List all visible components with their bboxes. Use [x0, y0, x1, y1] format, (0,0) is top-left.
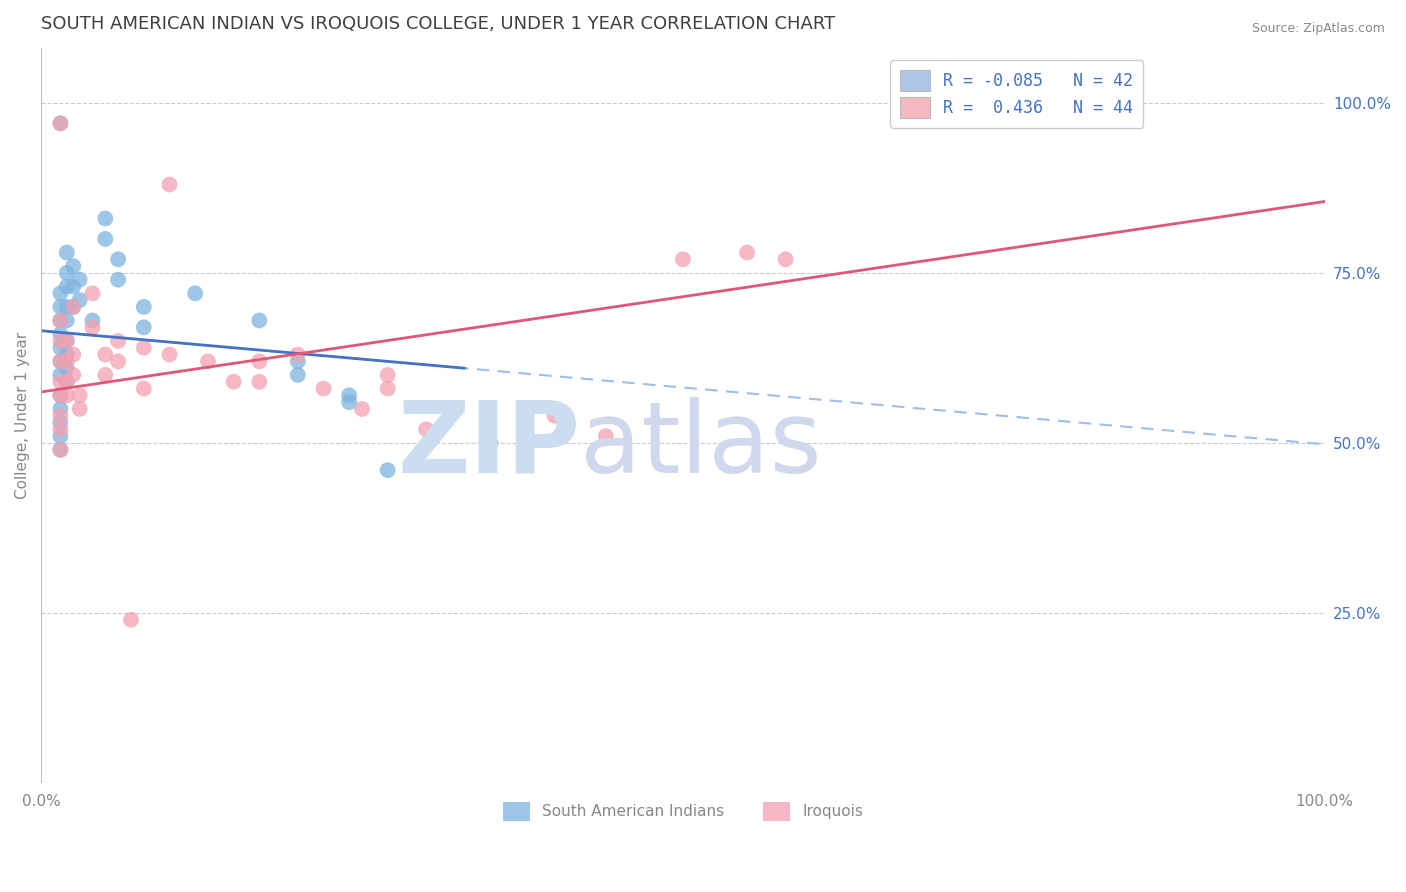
Point	[49, 388, 72, 402]
Point	[49, 334, 72, 348]
Point	[287, 354, 309, 368]
Point	[55, 375, 77, 389]
Point	[107, 354, 129, 368]
Point	[377, 368, 399, 382]
Point	[49, 409, 72, 423]
Point	[55, 334, 77, 348]
Point	[49, 116, 72, 130]
Point	[247, 313, 270, 327]
Y-axis label: College, Under 1 year: College, Under 1 year	[15, 332, 30, 500]
Point	[49, 354, 72, 368]
Point	[479, 436, 502, 450]
Point	[107, 252, 129, 267]
Point	[247, 354, 270, 368]
Point	[55, 300, 77, 314]
Point	[49, 375, 72, 389]
Point	[49, 442, 72, 457]
Point	[49, 442, 72, 457]
Point	[377, 382, 399, 396]
Point	[62, 368, 84, 382]
Point	[69, 293, 91, 307]
Text: atlas: atlas	[581, 397, 823, 493]
Point	[377, 463, 399, 477]
Point	[49, 401, 72, 416]
Point	[82, 320, 104, 334]
Point	[595, 429, 617, 443]
Point	[197, 354, 219, 368]
Point	[49, 422, 72, 436]
Point	[415, 422, 437, 436]
Point	[132, 320, 155, 334]
Point	[132, 300, 155, 314]
Point	[49, 341, 72, 355]
Point	[55, 279, 77, 293]
Point	[49, 368, 72, 382]
Point	[55, 375, 77, 389]
Text: SOUTH AMERICAN INDIAN VS IROQUOIS COLLEGE, UNDER 1 YEAR CORRELATION CHART: SOUTH AMERICAN INDIAN VS IROQUOIS COLLEG…	[41, 15, 835, 33]
Point	[49, 416, 72, 430]
Point	[159, 178, 181, 192]
Point	[49, 354, 72, 368]
Point	[55, 347, 77, 361]
Text: Source: ZipAtlas.com: Source: ZipAtlas.com	[1251, 22, 1385, 36]
Point	[62, 347, 84, 361]
Point	[312, 382, 335, 396]
Point	[94, 211, 117, 226]
Point	[62, 279, 84, 293]
Point	[94, 347, 117, 361]
Legend: South American Indians, Iroquois: South American Indians, Iroquois	[496, 796, 869, 827]
Point	[69, 388, 91, 402]
Point	[672, 252, 695, 267]
Point	[247, 375, 270, 389]
Point	[94, 368, 117, 382]
Point	[49, 327, 72, 342]
Point	[49, 388, 72, 402]
Point	[132, 341, 155, 355]
Text: ZIP: ZIP	[398, 397, 581, 493]
Point	[55, 354, 77, 368]
Point	[82, 286, 104, 301]
Point	[120, 613, 142, 627]
Point	[543, 409, 565, 423]
Point	[62, 300, 84, 314]
Point	[735, 245, 758, 260]
Point	[775, 252, 797, 267]
Point	[69, 401, 91, 416]
Point	[159, 347, 181, 361]
Point	[287, 368, 309, 382]
Point	[49, 313, 72, 327]
Point	[337, 388, 360, 402]
Point	[337, 395, 360, 409]
Point	[107, 334, 129, 348]
Point	[55, 361, 77, 376]
Point	[55, 388, 77, 402]
Point	[49, 313, 72, 327]
Point	[49, 286, 72, 301]
Point	[55, 266, 77, 280]
Point	[132, 382, 155, 396]
Point	[49, 429, 72, 443]
Point	[107, 273, 129, 287]
Point	[184, 286, 207, 301]
Point	[69, 273, 91, 287]
Point	[287, 347, 309, 361]
Point	[94, 232, 117, 246]
Point	[49, 300, 72, 314]
Point	[55, 313, 77, 327]
Point	[350, 401, 373, 416]
Point	[62, 300, 84, 314]
Point	[222, 375, 245, 389]
Point	[55, 334, 77, 348]
Point	[55, 245, 77, 260]
Point	[49, 116, 72, 130]
Point	[62, 259, 84, 273]
Point	[82, 313, 104, 327]
